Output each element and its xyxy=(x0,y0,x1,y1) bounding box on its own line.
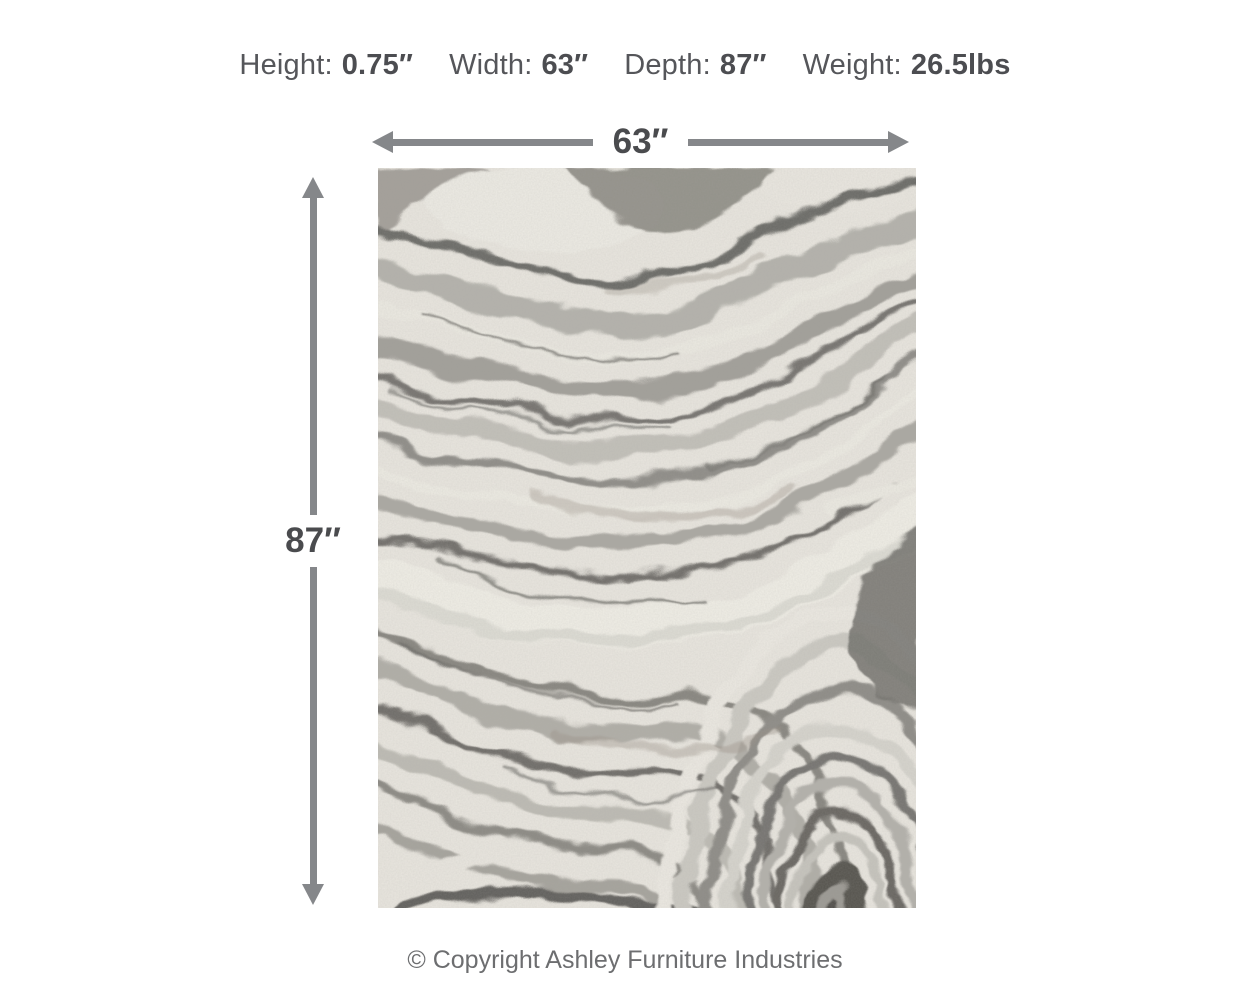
arrowhead-right-icon xyxy=(888,131,910,153)
width-dimension-arrow: 63″ xyxy=(372,122,910,161)
copyright-text: © Copyright Ashley Furniture Industries xyxy=(407,946,843,974)
spec-depth-label: Depth: xyxy=(624,49,711,81)
arrowhead-left-icon xyxy=(372,131,393,153)
spec-height: Height: 0.75″ xyxy=(239,49,413,82)
spec-height-value: 0.75″ xyxy=(341,49,414,81)
spec-depth-value: 87″ xyxy=(719,49,767,81)
spec-depth: Depth: 87″ xyxy=(624,49,766,82)
width-dimension-label: 63″ xyxy=(612,122,669,161)
rug-marble-pattern xyxy=(378,168,916,908)
spec-height-label: Height: xyxy=(239,49,333,81)
spec-width-label: Width: xyxy=(449,49,533,81)
dimension-line-bottom xyxy=(309,567,317,884)
spec-summary-row: Height: 0.75″ Width: 63″ Depth: 87″ Weig… xyxy=(0,49,1250,82)
spec-weight-label: Weight: xyxy=(802,49,902,81)
arrowhead-up-icon xyxy=(302,177,324,198)
dimension-line-left xyxy=(393,138,593,146)
dimension-line-right xyxy=(688,138,889,146)
spec-width: Width: 63″ xyxy=(449,49,588,82)
spec-weight: Weight: 26.5lbs xyxy=(803,49,1011,82)
depth-dimension-label: 87″ xyxy=(285,521,341,560)
depth-dimension-arrow: 87″ xyxy=(271,177,355,905)
spec-weight-value: 26.5lbs xyxy=(910,49,1011,81)
dimension-line-top xyxy=(309,198,317,515)
spec-width-value: 63″ xyxy=(541,49,589,81)
rug-image xyxy=(378,168,916,908)
arrowhead-down-icon xyxy=(302,884,324,905)
